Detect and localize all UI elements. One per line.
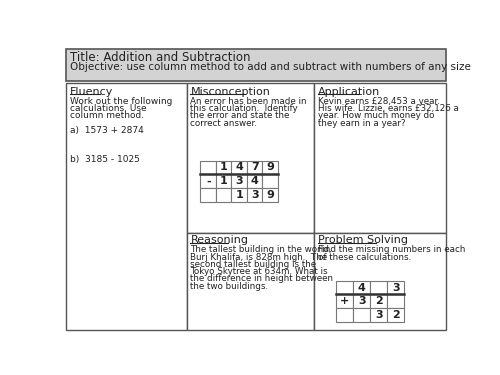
FancyBboxPatch shape	[262, 160, 278, 174]
Text: Work out the following: Work out the following	[70, 97, 172, 106]
FancyBboxPatch shape	[216, 188, 232, 202]
FancyBboxPatch shape	[186, 83, 314, 233]
Text: 3: 3	[392, 282, 400, 292]
FancyBboxPatch shape	[216, 160, 232, 174]
Text: Tokyo Skytree at 634m. What is: Tokyo Skytree at 634m. What is	[190, 267, 328, 276]
Text: Reasoning: Reasoning	[190, 235, 248, 245]
Text: the difference in height between: the difference in height between	[190, 274, 334, 284]
Text: Objective: use column method to add and subtract with numbers of any size: Objective: use column method to add and …	[70, 62, 471, 72]
FancyBboxPatch shape	[353, 294, 370, 308]
FancyBboxPatch shape	[387, 308, 404, 322]
Text: 3: 3	[358, 296, 366, 306]
FancyBboxPatch shape	[232, 174, 247, 188]
FancyBboxPatch shape	[200, 160, 216, 174]
Text: 3: 3	[375, 310, 382, 320]
FancyBboxPatch shape	[216, 174, 232, 188]
Text: An error has been made in: An error has been made in	[190, 97, 307, 106]
Text: Problem Solving: Problem Solving	[318, 235, 408, 245]
Text: Misconception: Misconception	[190, 87, 270, 97]
Text: Application: Application	[318, 87, 380, 97]
Text: they earn in a year?: they earn in a year?	[318, 118, 406, 128]
FancyBboxPatch shape	[353, 280, 370, 294]
Text: 1: 1	[220, 162, 228, 172]
Text: b)  3185 - 1025: b) 3185 - 1025	[70, 155, 140, 164]
Text: 4: 4	[251, 176, 258, 186]
Text: 3: 3	[236, 176, 243, 186]
Text: second tallest building is the: second tallest building is the	[190, 260, 316, 269]
FancyBboxPatch shape	[387, 280, 404, 294]
FancyBboxPatch shape	[262, 174, 278, 188]
Text: Burj Khalifa, is 828m high.  The: Burj Khalifa, is 828m high. The	[190, 252, 328, 261]
Text: 2: 2	[392, 310, 400, 320]
Text: 1: 1	[220, 176, 228, 186]
Text: the error and state the: the error and state the	[190, 111, 290, 120]
Text: Title: Addition and Subtraction: Title: Addition and Subtraction	[70, 51, 251, 64]
Text: year. How much money do: year. How much money do	[318, 111, 435, 120]
Text: Find the missing numbers in each: Find the missing numbers in each	[318, 245, 466, 254]
FancyBboxPatch shape	[66, 49, 446, 81]
FancyBboxPatch shape	[370, 308, 387, 322]
Text: 4: 4	[358, 282, 366, 292]
FancyBboxPatch shape	[314, 233, 446, 330]
FancyBboxPatch shape	[336, 308, 353, 322]
FancyBboxPatch shape	[370, 294, 387, 308]
Text: +: +	[340, 296, 349, 306]
Text: 1: 1	[236, 190, 243, 200]
FancyBboxPatch shape	[232, 188, 247, 202]
Text: Fluency: Fluency	[70, 87, 114, 97]
FancyBboxPatch shape	[247, 174, 262, 188]
FancyBboxPatch shape	[314, 83, 446, 233]
Text: 7: 7	[251, 162, 258, 172]
Text: a)  1573 + 2874: a) 1573 + 2874	[70, 126, 144, 135]
FancyBboxPatch shape	[336, 294, 353, 308]
FancyBboxPatch shape	[200, 188, 216, 202]
FancyBboxPatch shape	[200, 174, 216, 188]
Text: 9: 9	[266, 162, 274, 172]
Text: 9: 9	[266, 190, 274, 200]
FancyBboxPatch shape	[387, 294, 404, 308]
Text: 2: 2	[375, 296, 382, 306]
FancyBboxPatch shape	[262, 188, 278, 202]
Text: this calculation.  Identify: this calculation. Identify	[190, 104, 298, 113]
FancyBboxPatch shape	[247, 160, 262, 174]
Text: of these calculations.: of these calculations.	[318, 252, 412, 261]
Text: -: -	[206, 176, 210, 186]
FancyBboxPatch shape	[232, 160, 247, 174]
FancyBboxPatch shape	[247, 188, 262, 202]
FancyBboxPatch shape	[353, 308, 370, 322]
Text: 3: 3	[251, 190, 258, 200]
Text: column method.: column method.	[70, 111, 144, 120]
FancyBboxPatch shape	[186, 233, 314, 330]
Text: Kevin earns £28,453 a year.: Kevin earns £28,453 a year.	[318, 97, 440, 106]
Text: the two buildings.: the two buildings.	[190, 282, 268, 291]
FancyBboxPatch shape	[370, 280, 387, 294]
Text: The tallest building in the world,: The tallest building in the world,	[190, 245, 332, 254]
FancyBboxPatch shape	[66, 83, 186, 330]
Text: calculations. Use: calculations. Use	[70, 104, 147, 113]
Text: 4: 4	[236, 162, 243, 172]
Text: correct answer.: correct answer.	[190, 118, 258, 128]
FancyBboxPatch shape	[336, 280, 353, 294]
Text: His wife. Lizzie, earns £32,126 a: His wife. Lizzie, earns £32,126 a	[318, 104, 459, 113]
